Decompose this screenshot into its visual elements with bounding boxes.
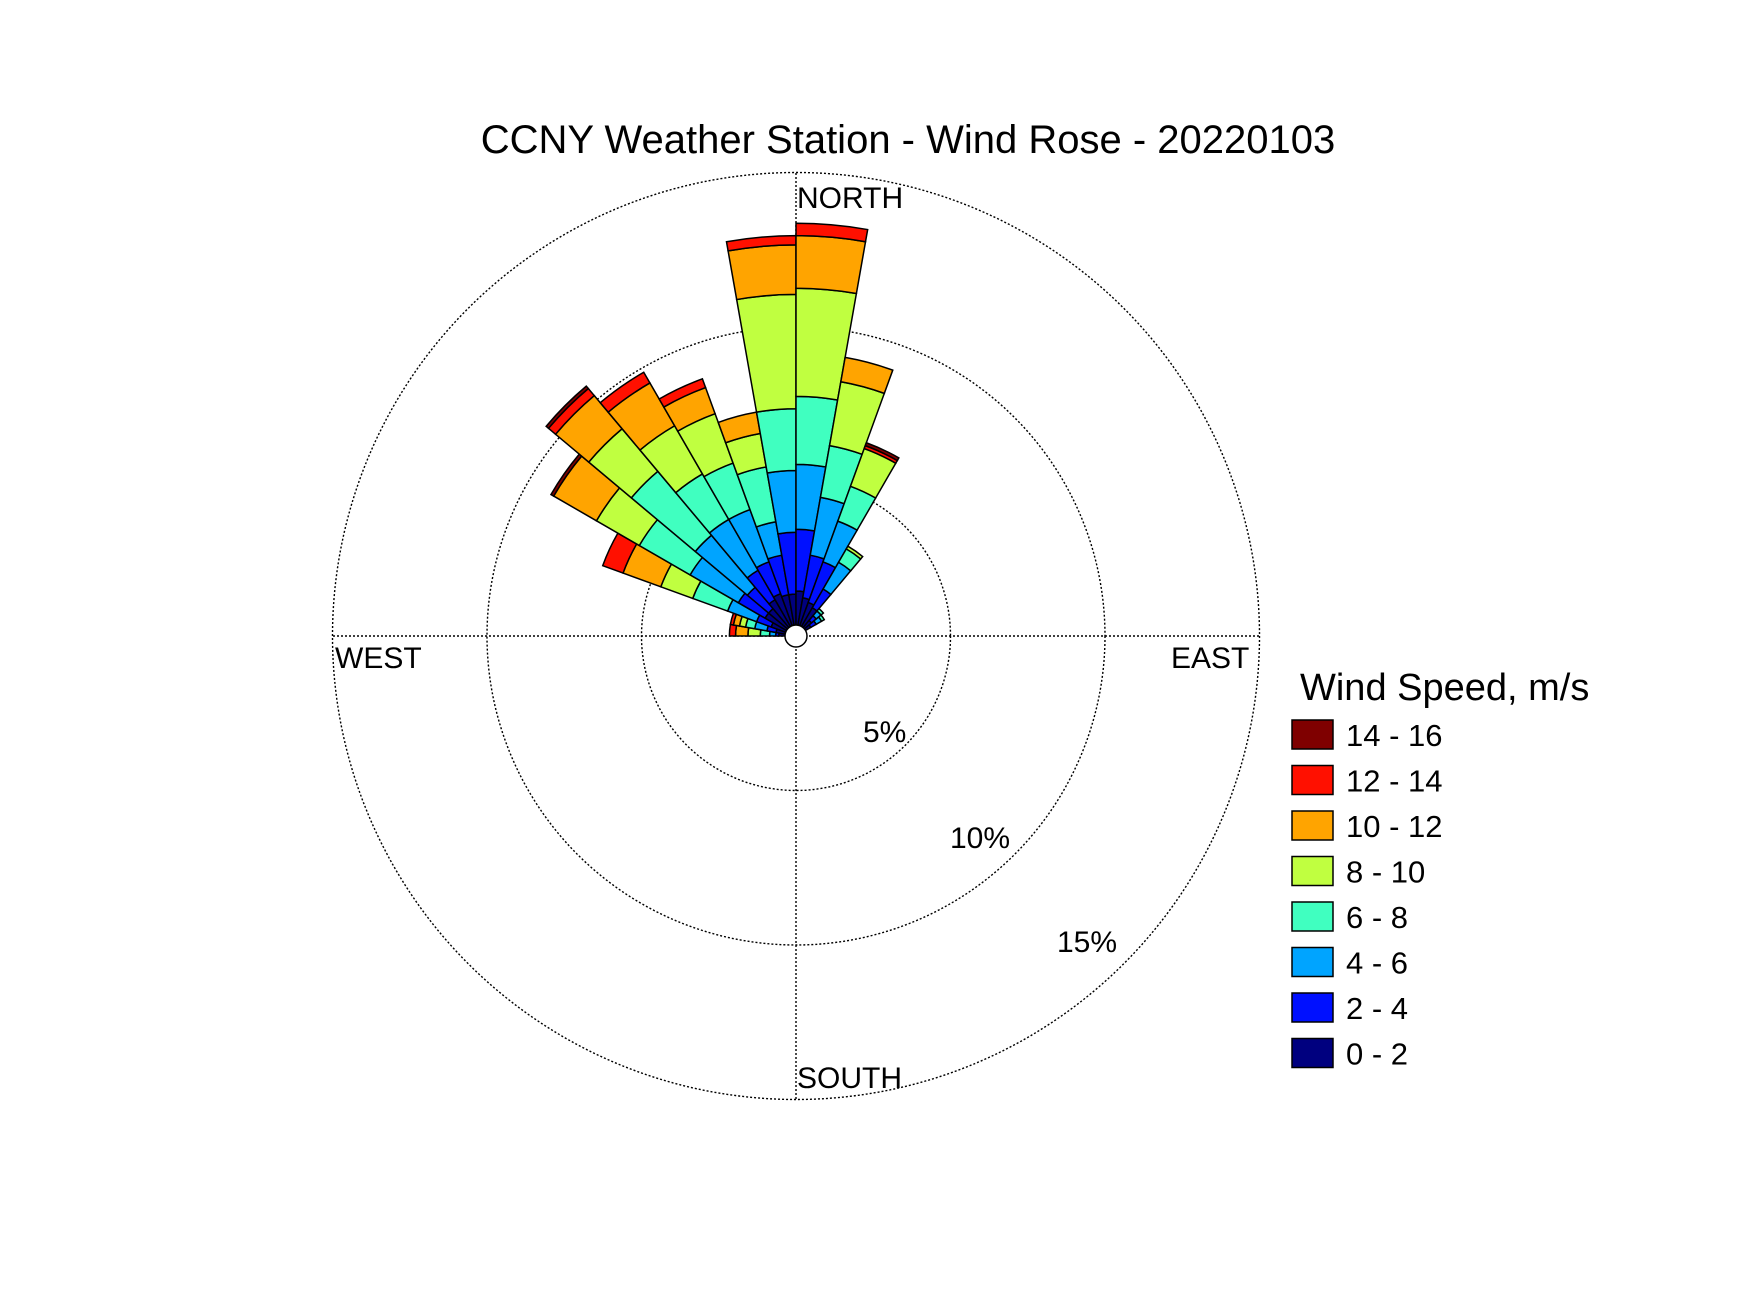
sector-275-bin-6 — [728, 623, 738, 637]
grid-ring-15 — [331, 171, 1261, 1101]
ring-label-5: 5% — [863, 716, 906, 749]
legend-title: Wind Speed, m/s — [1300, 667, 1589, 709]
sector-45-bin-3 — [815, 607, 825, 617]
center-hole — [784, 624, 808, 648]
legend-label: 14 - 16 — [1346, 718, 1443, 753]
legend-swatch — [1291, 810, 1334, 841]
direction-label-west: WEST — [335, 642, 422, 675]
sector-5-bin-5 — [795, 234, 867, 295]
legend-swatch — [1291, 764, 1334, 796]
legend-label: 10 - 12 — [1346, 809, 1443, 844]
legend-swatch — [1291, 992, 1334, 1023]
legend-label: 4 - 6 — [1346, 946, 1408, 981]
direction-label-north: NORTH — [797, 182, 903, 215]
sector-15-bin-5 — [839, 356, 894, 395]
sector-55-bin-3 — [817, 613, 826, 623]
legend-swatch — [1291, 719, 1334, 750]
ring-label-10: 10% — [950, 822, 1010, 855]
sector-5-bin-6 — [795, 222, 869, 243]
wind-sectors — [545, 222, 900, 637]
legend-swatch — [1291, 946, 1334, 978]
legend-label: 0 - 2 — [1346, 1037, 1408, 1072]
sector-35-bin-4 — [845, 545, 864, 560]
direction-label-east: EAST — [1171, 642, 1249, 675]
legend-swatch — [1291, 855, 1334, 887]
sector-25-bin-7 — [864, 441, 900, 462]
legend-swatch — [1291, 901, 1334, 932]
legend-label: 6 - 8 — [1346, 900, 1408, 935]
polar-grid — [331, 171, 1261, 1101]
legend-label: 12 - 14 — [1346, 764, 1443, 799]
sector-335-bin-6 — [658, 377, 707, 409]
sector-355-bin-5 — [727, 244, 797, 301]
sector-315-bin-7 — [545, 385, 590, 430]
ring-label-15: 15% — [1057, 926, 1117, 959]
sector-355-bin-4 — [735, 293, 797, 414]
chart-title: CCNY Weather Station - Wind Rose - 20220… — [481, 118, 1336, 162]
legend-label: 8 - 10 — [1346, 855, 1425, 890]
legend: 14 - 16 12 - 14 10 - 12 8 - 10 6 - 8 4 - 6 2 -… — [1291, 718, 1443, 1072]
sector-325-bin-6 — [599, 371, 651, 414]
legend-label: 2 - 4 — [1346, 991, 1408, 1026]
legend-swatch — [1291, 1037, 1334, 1069]
direction-label-south: SOUTH — [797, 1062, 902, 1095]
